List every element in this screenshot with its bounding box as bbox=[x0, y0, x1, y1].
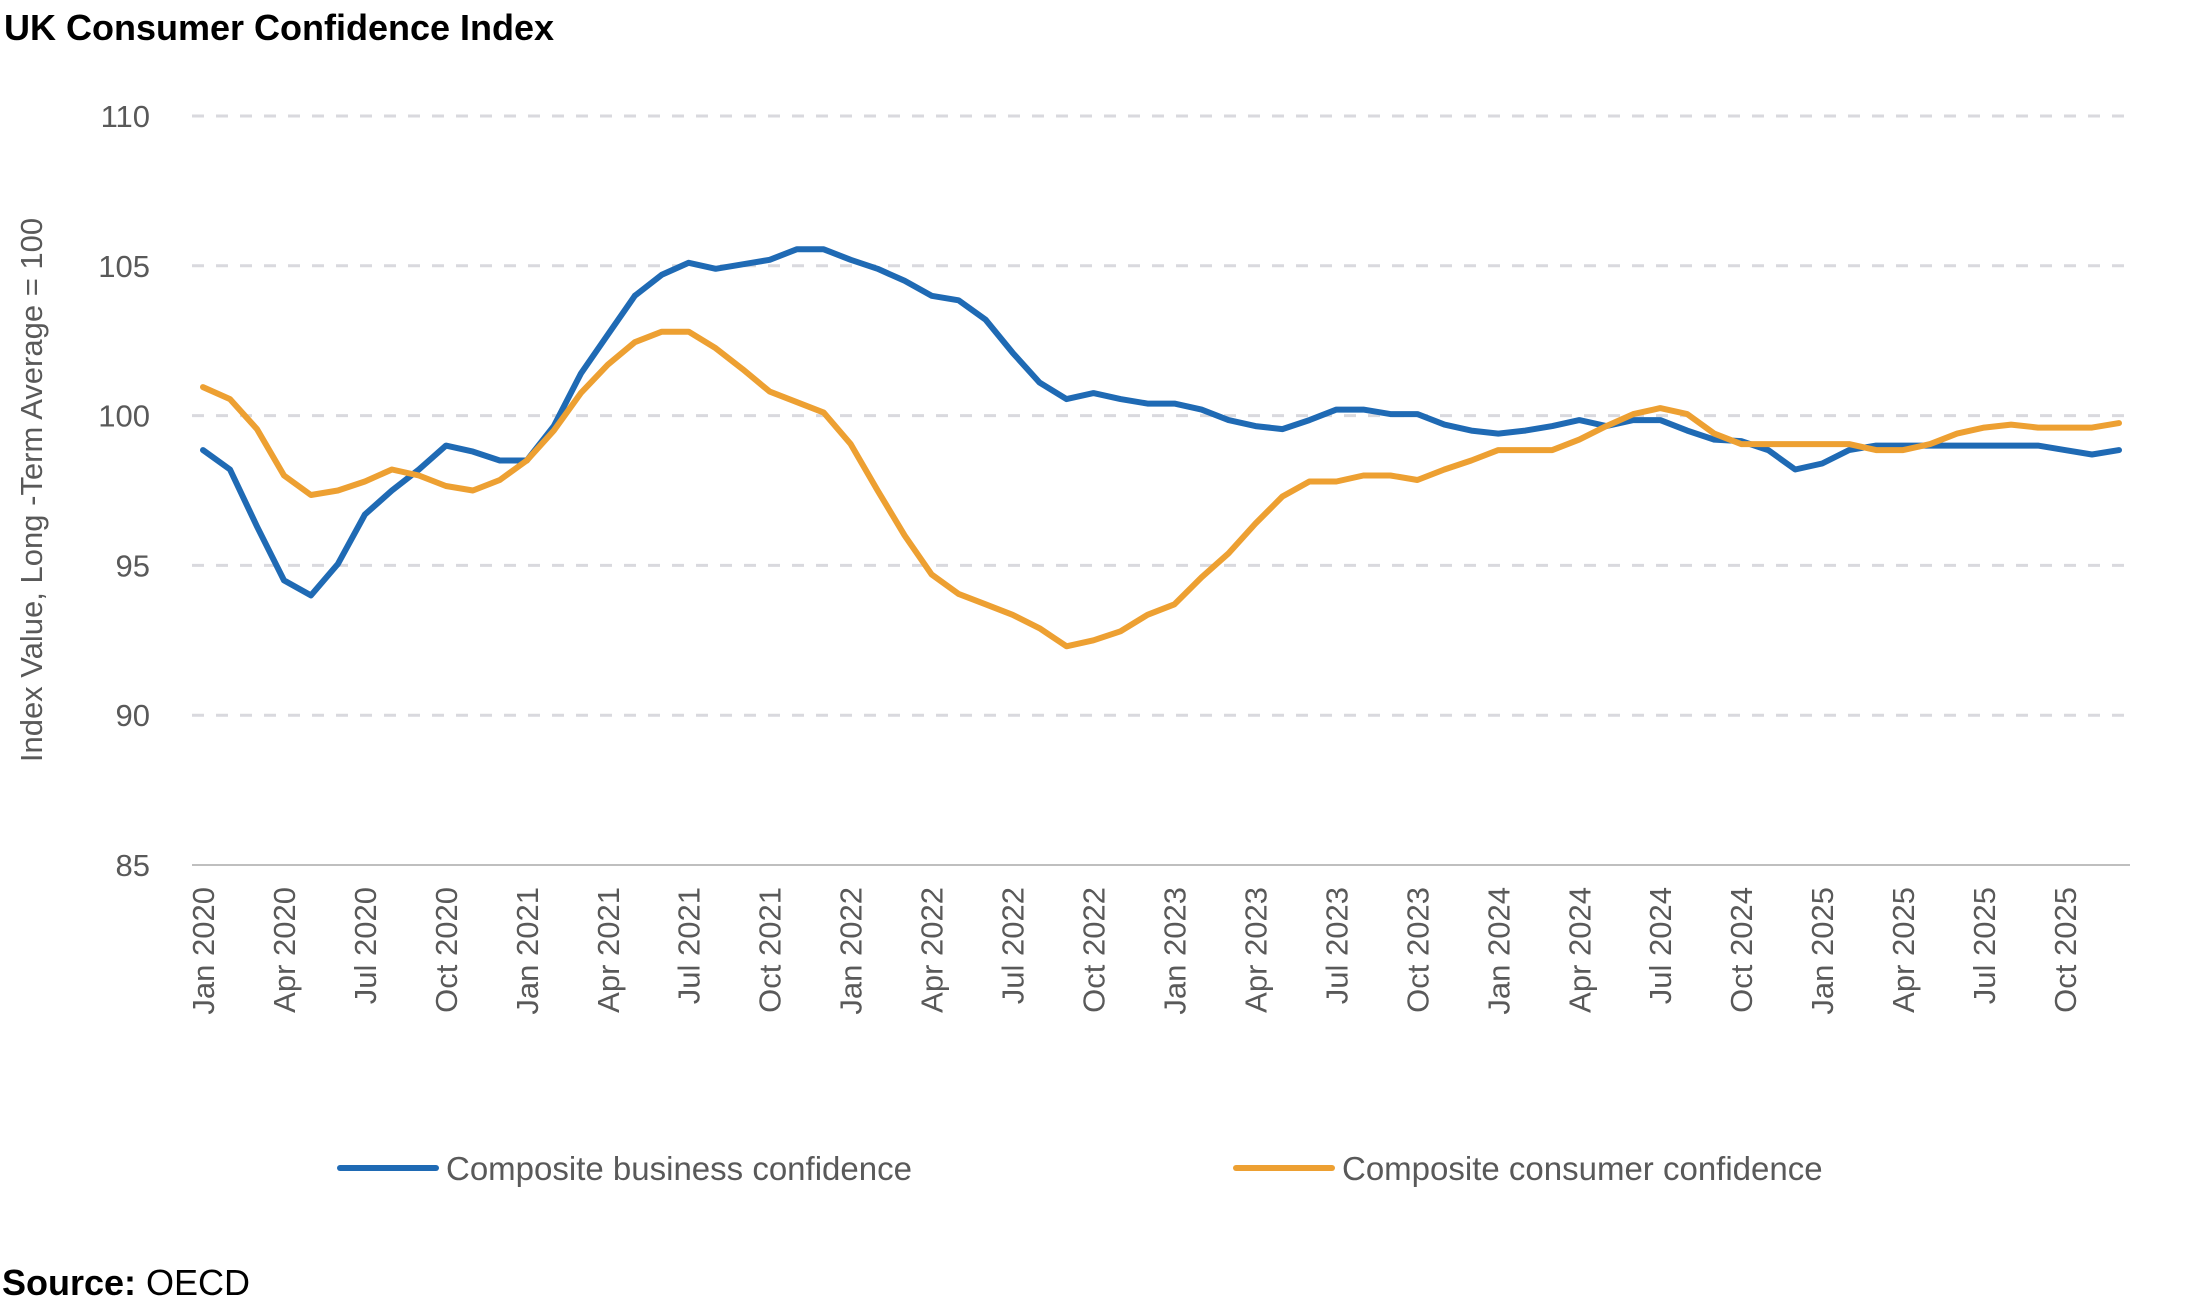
x-tick-label: Jan 2025 bbox=[1805, 887, 1840, 1015]
series-line-consumer-confidence bbox=[203, 332, 2119, 647]
x-tick-label: Jul 2021 bbox=[672, 887, 707, 1004]
x-tick-label: Jan 2020 bbox=[186, 887, 221, 1015]
x-tick-label: Oct 2024 bbox=[1724, 887, 1759, 1013]
x-tick-label: Jul 2022 bbox=[996, 887, 1031, 1004]
legend-label-business: Composite business confidence bbox=[446, 1150, 912, 1187]
series-lines bbox=[203, 249, 2119, 646]
gridlines bbox=[192, 116, 2130, 865]
x-tick-label: Oct 2023 bbox=[1400, 887, 1435, 1013]
x-tick-label: Jul 2020 bbox=[348, 887, 383, 1004]
x-tick-label: Apr 2022 bbox=[915, 887, 950, 1013]
x-tick-label: Jul 2025 bbox=[1967, 887, 2002, 1004]
y-tick-label: 85 bbox=[116, 848, 150, 883]
x-tick-label: Jan 2023 bbox=[1157, 887, 1192, 1015]
x-tick-label: Jul 2024 bbox=[1643, 887, 1678, 1004]
x-tick-label: Oct 2022 bbox=[1077, 887, 1112, 1013]
y-tick-label: 105 bbox=[98, 249, 150, 284]
chart-title: UK Consumer Confidence Index bbox=[4, 7, 554, 48]
x-tick-label: Apr 2020 bbox=[267, 887, 302, 1013]
x-tick-labels: Jan 2020 Apr 2020 Jul 2020 Oct 2020 Jan 2021… bbox=[186, 887, 2083, 1015]
x-tick-label: Apr 2025 bbox=[1886, 887, 1921, 1013]
y-axis-label: Index Value, Long -Term Average = 100 bbox=[14, 218, 49, 762]
source-label: Source: bbox=[2, 1262, 136, 1300]
x-tick-label: Apr 2021 bbox=[591, 887, 626, 1013]
y-tick-label: 95 bbox=[116, 548, 150, 583]
x-tick-label: Oct 2020 bbox=[429, 887, 464, 1013]
x-tick-label: Jul 2023 bbox=[1319, 887, 1354, 1004]
y-tick-label: 110 bbox=[101, 99, 150, 134]
x-tick-label: Apr 2024 bbox=[1562, 887, 1597, 1013]
legend-label-consumer: Composite consumer confidence bbox=[1342, 1150, 1823, 1187]
y-tick-label: 100 bbox=[98, 399, 150, 434]
source-value: OECD bbox=[146, 1262, 250, 1300]
source-note: Source: OECD bbox=[2, 1262, 250, 1300]
series-line-business-confidence bbox=[203, 249, 2119, 595]
x-tick-label: Jan 2022 bbox=[834, 887, 869, 1015]
y-tick-label: 90 bbox=[116, 698, 150, 733]
x-tick-label: Oct 2021 bbox=[753, 887, 788, 1013]
x-tick-label: Jan 2024 bbox=[1481, 887, 1516, 1015]
y-tick-labels: 85 90 95 100 105 110 bbox=[98, 99, 150, 883]
x-tick-label: Jan 2021 bbox=[510, 887, 545, 1015]
x-tick-label: Apr 2023 bbox=[1238, 887, 1273, 1013]
legend: Composite business confidence Composite … bbox=[340, 1150, 1823, 1187]
x-tick-label: Oct 2025 bbox=[2048, 887, 2083, 1013]
